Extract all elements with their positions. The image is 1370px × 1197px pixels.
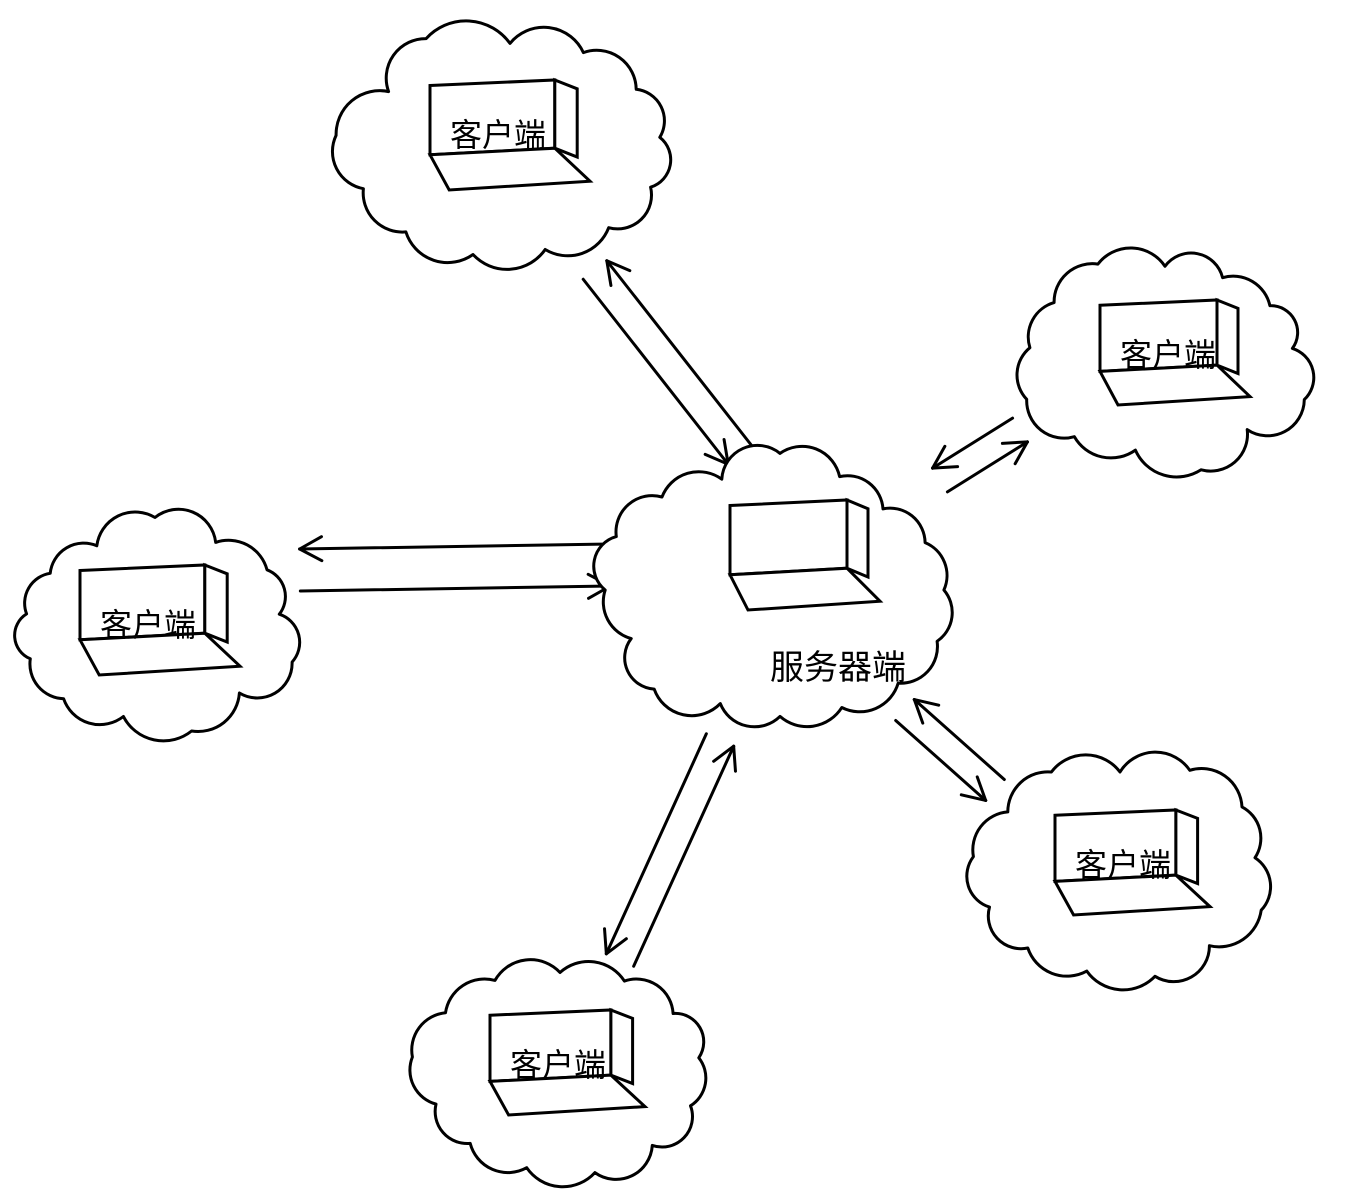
client-left xyxy=(15,509,300,741)
client-bottom xyxy=(410,960,706,1187)
diagram-stage: 服务器端客户端客户端客户端客户端客户端 xyxy=(0,0,1370,1197)
client-right1 xyxy=(1017,248,1314,477)
client-top xyxy=(332,21,670,270)
client-right2 xyxy=(967,752,1271,990)
server xyxy=(594,445,952,726)
diagram-svg xyxy=(0,0,1370,1197)
